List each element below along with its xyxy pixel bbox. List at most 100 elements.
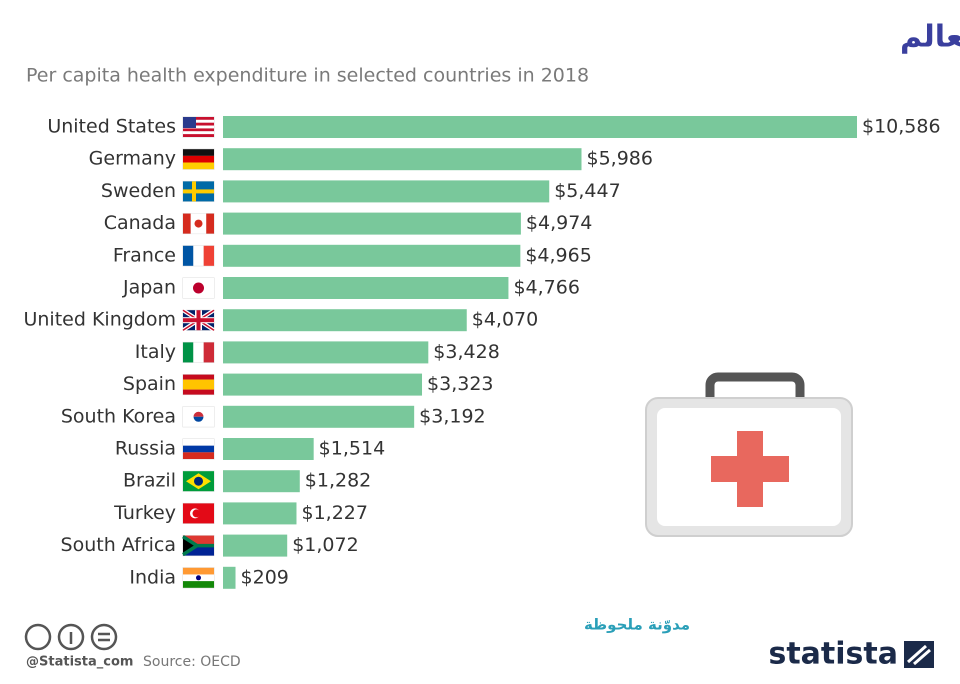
flag-part [183, 189, 214, 194]
data-label: $3,323 [427, 373, 493, 395]
bar [223, 534, 288, 557]
y-tick-label: Italy [135, 341, 176, 363]
flag-part [183, 122, 214, 126]
bar [223, 373, 423, 396]
y-tick-label: United Kingdom [23, 309, 176, 331]
y-tick-label: Canada [104, 212, 176, 234]
y-tick-label: United States [47, 116, 176, 138]
data-label: $4,974 [526, 212, 592, 234]
nd-icon [90, 623, 118, 651]
data-label: $3,192 [419, 405, 485, 427]
data-label: $4,766 [513, 277, 579, 299]
bar [223, 502, 297, 525]
y-tick-label: Germany [89, 148, 176, 170]
handle: @Statista_com [26, 655, 133, 670]
flag-part [193, 245, 204, 266]
data-label: $3,428 [433, 341, 499, 363]
flag-part [194, 219, 203, 228]
bar [223, 470, 300, 493]
flag-part [183, 117, 214, 120]
flag-part [183, 131, 214, 135]
bar [223, 212, 521, 235]
data-label: $1,514 [319, 438, 385, 460]
data-label: $1,227 [301, 502, 367, 524]
flag-part [183, 567, 214, 575]
flag-part [194, 476, 203, 486]
flag-part [183, 445, 214, 453]
y-tick-label: South Korea [61, 405, 176, 427]
data-label: $4,965 [525, 244, 591, 266]
data-label: $1,072 [292, 534, 358, 556]
flag-part [183, 535, 214, 546]
cc-icon [24, 623, 52, 651]
data-label: $5,447 [554, 180, 620, 202]
flag-part [193, 411, 204, 417]
y-tick-label: India [129, 566, 176, 588]
bar [223, 277, 509, 299]
flag-part [183, 119, 214, 123]
flag-part [183, 125, 214, 129]
bar [223, 116, 857, 138]
flag-part [193, 282, 204, 294]
flag-part [183, 155, 214, 163]
y-tick-label: France [113, 244, 176, 266]
y-tick-label: South Africa [61, 534, 176, 556]
flag-part [183, 374, 214, 380]
bar [223, 309, 467, 332]
flag-part [203, 245, 214, 266]
bar [223, 566, 236, 589]
bar [223, 148, 582, 171]
flag-part [206, 213, 214, 234]
bar [223, 438, 314, 460]
y-tick-label: Turkey [113, 502, 176, 524]
data-label: $10,586 [862, 116, 941, 138]
flag-part [193, 342, 204, 363]
kit-handle [705, 372, 805, 400]
flag-part [183, 452, 214, 459]
medical-kit-icon [645, 372, 853, 537]
flag-part [183, 581, 214, 588]
bar [223, 405, 415, 428]
y-tick-label: Japan [122, 277, 176, 299]
flag-part [183, 545, 214, 556]
flag-part [183, 117, 196, 128]
brand-square [904, 641, 934, 668]
flag-part [183, 318, 214, 323]
flag-part [203, 342, 214, 363]
flag-part [183, 134, 214, 137]
flag-part [183, 439, 214, 446]
y-tick-label: Brazil [123, 470, 176, 492]
by-icon [57, 623, 85, 651]
bar [223, 244, 521, 267]
bar [223, 341, 429, 364]
data-label: $4,070 [472, 309, 538, 331]
y-tick-label: Spain [123, 373, 176, 395]
flag-part [183, 128, 214, 132]
y-tick-label: Russia [115, 438, 176, 460]
flag-part [193, 416, 204, 422]
brand-mark [904, 641, 934, 668]
brand-logo: statista [768, 637, 898, 672]
data-label: $5,986 [587, 148, 653, 170]
flag-part [183, 342, 194, 363]
flag-part [196, 575, 201, 581]
y-tick-label: Sweden [101, 180, 176, 202]
flag-part [183, 379, 214, 390]
license-icons [24, 623, 118, 651]
kit-cross [711, 456, 789, 482]
flag-part [183, 389, 214, 395]
flag-part [183, 149, 214, 156]
chart-title: الولايات المتحدة تمتلك أغلى نظام رعاية ص… [900, 17, 960, 55]
flag-part [183, 162, 214, 170]
source: Source: OECD [143, 654, 241, 670]
watermark: مدوّنة ملحوظة [584, 616, 690, 634]
flag-part [183, 245, 194, 266]
data-label: $209 [241, 566, 289, 588]
bar [223, 180, 550, 203]
flag-part [183, 213, 191, 234]
flag-part [182, 535, 214, 557]
chart-subtitle: Per capita health expenditure in selecte… [26, 65, 589, 87]
data-label: $1,282 [305, 470, 371, 492]
